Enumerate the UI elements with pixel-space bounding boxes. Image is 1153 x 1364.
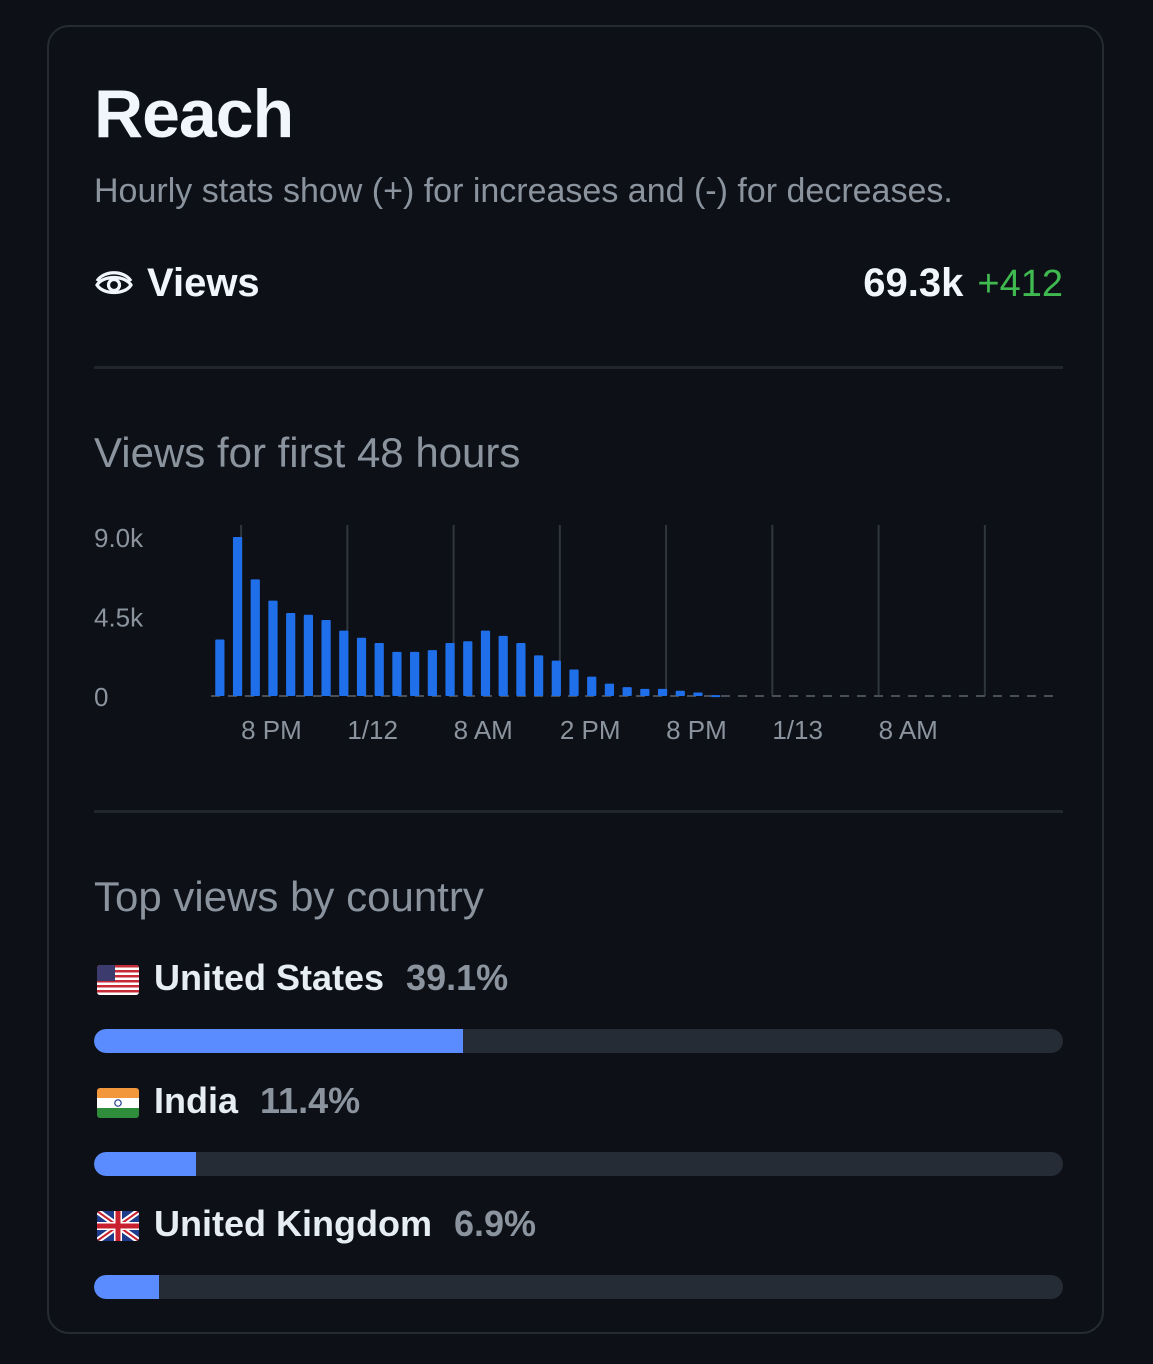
country-pct: 6.9% — [453, 1203, 537, 1244]
chart-bar — [640, 688, 650, 696]
chart-bar — [286, 612, 296, 696]
country-name: United States — [154, 957, 385, 998]
divider — [94, 810, 1063, 813]
chart-bar — [303, 614, 313, 696]
chart-bar — [498, 635, 508, 696]
views-chart: 9.0k 4.5k 0 8 PM 1/12 8 AM 2 PM 8 PM 1/13 8 AM — [94, 523, 1061, 745]
uk-flag-icon — [97, 1211, 139, 1241]
views-total: 69.3k — [863, 261, 964, 305]
countries-title: Top views by country — [94, 873, 484, 920]
progress-fill — [94, 1029, 464, 1053]
country-pct: 39.1% — [406, 957, 509, 998]
card-subtitle: Hourly stats show (+) for increases and … — [94, 172, 953, 210]
country-row-india: India 11.4% — [94, 1080, 1063, 1200]
chart-bar — [657, 688, 668, 696]
chart-bar — [250, 579, 260, 696]
y-tick-label: 4.5k — [94, 603, 144, 633]
chart-bar — [339, 630, 349, 696]
x-tick-label: 1/12 — [347, 715, 398, 745]
progress-track — [94, 1275, 1063, 1299]
chart-bar — [622, 687, 632, 696]
progress-track — [94, 1152, 1063, 1176]
x-tick-label: 2 PM — [560, 715, 621, 745]
chart-bar — [569, 669, 579, 696]
chart-bar — [427, 650, 437, 696]
country-pct: 11.4% — [260, 1080, 361, 1121]
y-tick-label: 9.0k — [94, 523, 144, 553]
chart-bar — [711, 695, 721, 698]
card-title: Reach — [94, 76, 294, 152]
chart-bar — [410, 651, 420, 696]
chart-bar — [374, 643, 384, 696]
progress-track — [94, 1029, 1063, 1053]
chart-bar — [445, 643, 455, 696]
country-name: United Kingdom — [154, 1203, 432, 1244]
x-tick-label: 8 PM — [666, 715, 727, 745]
x-tick-label: 8 AM — [879, 715, 938, 745]
chart-bar — [463, 641, 473, 696]
progress-fill — [94, 1152, 196, 1176]
views-stats: 69.3k +412 — [863, 261, 1063, 306]
chart-bar — [321, 620, 331, 696]
country-row-united-states: United States 39.1% — [94, 957, 1063, 1077]
divider — [94, 366, 1063, 369]
us-flag-icon — [97, 965, 139, 995]
reach-card: Reach Hourly stats show (+) for increase… — [47, 25, 1104, 1334]
chart-bar — [268, 600, 278, 696]
country-row-united-kingdom: United Kingdom 6.9% — [94, 1203, 1063, 1323]
progress-fill — [94, 1275, 159, 1299]
chart-bar — [604, 683, 615, 696]
chart-bar — [215, 639, 225, 696]
chart-bar — [392, 651, 402, 696]
chart-bar — [534, 655, 544, 696]
x-tick-label: 8 PM — [241, 715, 302, 745]
x-tick-label: 8 AM — [454, 715, 513, 745]
chart-bar — [551, 660, 561, 696]
views-delta: +412 — [977, 263, 1063, 305]
eye-icon — [95, 271, 133, 295]
chart-bar — [675, 690, 685, 696]
chart-bar — [693, 692, 703, 696]
country-name: India — [154, 1080, 239, 1121]
chart-bar — [232, 537, 243, 696]
views-row: Views 69.3k +412 — [94, 259, 1063, 311]
chart-bar — [587, 676, 597, 696]
x-tick-label: 1/13 — [772, 715, 823, 745]
chart-bar — [356, 637, 367, 696]
y-tick-label: 0 — [94, 682, 108, 712]
chart-bar — [516, 643, 526, 696]
india-flag-icon — [97, 1088, 139, 1118]
chart-bar — [480, 630, 491, 696]
views-label: Views — [147, 261, 260, 305]
chart-title: Views for first 48 hours — [94, 429, 521, 476]
